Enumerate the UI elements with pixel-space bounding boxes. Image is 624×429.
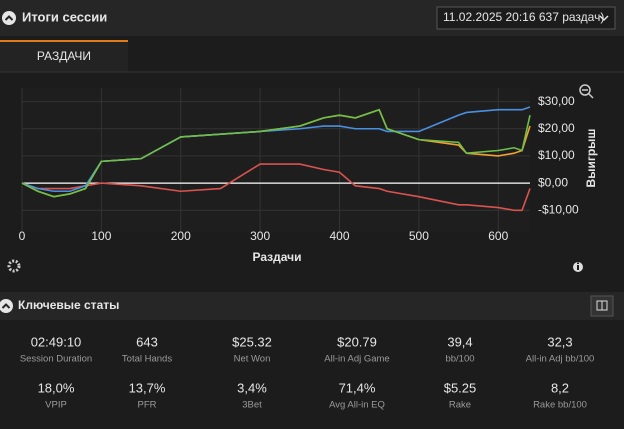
stat-label: bb/100	[445, 354, 474, 365]
y-tick-label: $20,00	[538, 121, 575, 135]
series-line	[21, 163, 531, 212]
stat-label: All-in Adj Game	[324, 354, 389, 365]
stat-value: 32,3	[547, 334, 572, 349]
stats-collapse-icon[interactable]	[0, 299, 13, 313]
y-tick-label: -$10,00	[538, 202, 579, 216]
session-select[interactable]	[436, 6, 616, 30]
x-tick-label: 300	[250, 229, 270, 243]
x-tick-label: 400	[329, 229, 349, 243]
collapse-icon[interactable]	[2, 11, 16, 25]
stat-value: $5.25	[444, 380, 477, 395]
header-title: Итоги сессии	[22, 9, 107, 24]
series-line	[21, 108, 531, 198]
x-axis-label: Раздачи	[253, 250, 302, 264]
stat-label: VPIP	[45, 400, 67, 411]
stat-value: $20.79	[337, 334, 377, 349]
stat-label: Session Duration	[20, 354, 92, 365]
stat-label: Avg All-in EQ	[329, 400, 385, 411]
stat-label: All-in Adj bb/100	[526, 354, 595, 365]
y-tick-label: $10,00	[538, 148, 575, 162]
stat-label: PFR	[138, 400, 157, 411]
stat-value: 18,0%	[38, 380, 75, 395]
stat-value: 71,4%	[339, 380, 376, 395]
y-tick-label: $0,00	[538, 175, 568, 189]
stat-value: 3,4%	[237, 380, 267, 395]
stat-label: Total Hands	[122, 354, 172, 365]
y-tick-label: $30,00	[538, 94, 575, 108]
stat-label: 3Bet	[242, 400, 262, 411]
stat-label: Net Won	[234, 354, 271, 365]
stat-value: 13,7%	[129, 380, 166, 395]
tab-label: РАЗДАЧИ	[37, 49, 91, 63]
stat-value: 02:49:10	[31, 334, 82, 349]
y-axis-label: Выигрыш	[584, 129, 598, 188]
info-icon[interactable]	[573, 262, 583, 272]
zoom-icon[interactable]	[579, 84, 594, 99]
layout-button[interactable]	[590, 295, 614, 317]
stat-value: 39,4	[447, 334, 472, 349]
stat-value: 8,2	[551, 380, 569, 395]
stat-value: $25.32	[232, 334, 272, 349]
stat-label: Rake	[449, 400, 471, 411]
stats-header-bar	[0, 292, 624, 320]
stats-title: Ключевые статы	[18, 298, 119, 312]
x-tick-label: 500	[409, 229, 429, 243]
x-tick-label: 100	[91, 229, 111, 243]
settings-icon[interactable]	[7, 259, 21, 273]
series-line	[21, 106, 531, 193]
session-select-text: 11.02.2025 20:16 637 раздач)	[443, 10, 604, 24]
x-tick-label: 600	[488, 229, 508, 243]
stat-label: Rake bb/100	[533, 400, 587, 411]
x-tick-label: 200	[171, 229, 191, 243]
stat-value: 643	[136, 334, 158, 349]
dropdown-arrow	[599, 15, 609, 22]
x-tick-label: 0	[19, 229, 26, 243]
tab[interactable]	[0, 40, 128, 72]
plot-area	[22, 88, 530, 232]
